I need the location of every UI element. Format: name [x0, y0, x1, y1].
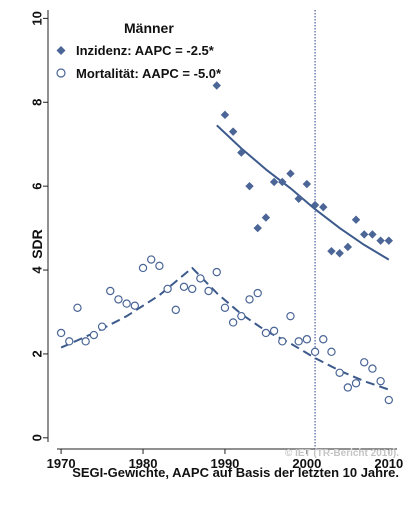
point-inzidenz-1989: [212, 81, 221, 90]
point-mortalitaet-2003: [327, 347, 336, 357]
x-tick-label-1990: 1990: [210, 456, 239, 471]
legend-marker-inzidenz: [56, 46, 66, 55]
y-tick-label-8: 8: [30, 99, 45, 106]
point-mortalitaet-1978: [122, 299, 131, 308]
point-inzidenz-2008: [368, 230, 377, 239]
point-mortalitaet-1993: [245, 295, 254, 304]
legend-label-inzidenz: Inzidenz: AAPC = -2.5*: [76, 43, 215, 58]
point-mortalitaet-2006: [351, 379, 361, 388]
y-tick-label-2: 2: [30, 350, 45, 357]
point-inzidenz-2005: [343, 242, 353, 252]
point-inzidenz-2010: [384, 236, 394, 245]
point-mortalitaet-1994: [253, 288, 262, 298]
point-mortalitaet-2010: [384, 395, 394, 405]
point-mortalitaet-2009: [376, 376, 385, 386]
point-inzidenz-2002: [319, 202, 328, 212]
y-axis: 0 2 4 6 8 10: [30, 10, 49, 442]
point-inzidenz-1992: [237, 148, 246, 157]
point-inzidenz-1995: [261, 213, 271, 222]
legend-marker-mortalitaet: [56, 68, 66, 78]
point-inzidenz-1990: [220, 110, 230, 120]
point-mortalitaet-1975: [97, 322, 107, 331]
legend-title: Männer: [124, 20, 174, 36]
y-tick-label-0: 0: [30, 434, 45, 441]
point-inzidenz-2003: [327, 246, 336, 256]
x-tick-label-1980: 1980: [129, 456, 158, 471]
point-mortalitaet-2001: [310, 347, 320, 357]
trend-line-inzidenz: [216, 124, 390, 261]
y-tick-label-4: 4: [30, 266, 45, 274]
point-inzidenz-2001: [310, 200, 320, 210]
point-mortalitaet-1985: [179, 282, 189, 292]
point-mortalitaet-1989: [212, 267, 221, 277]
point-mortalitaet-1992: [237, 311, 246, 321]
point-mortalitaet-1995: [261, 328, 271, 338]
point-mortalitaet-1996: [269, 326, 279, 336]
point-mortalitaet-1982: [155, 261, 164, 271]
point-mortalitaet-1983: [163, 284, 172, 294]
point-inzidenz-1993: [245, 181, 254, 191]
point-mortalitaet-1986: [187, 284, 197, 294]
point-mortalitaet-1997: [278, 337, 287, 346]
point-inzidenz-2004: [335, 249, 344, 258]
point-mortalitaet-1979: [130, 301, 140, 310]
point-mortalitaet-2004: [335, 368, 344, 377]
point-mortalitaet-1976: [106, 286, 115, 296]
point-inzidenz-1998: [286, 169, 295, 178]
point-mortalitaet-1991: [228, 318, 238, 327]
point-inzidenz-2006: [351, 215, 361, 224]
y-axis-title: SDR: [29, 229, 45, 259]
point-mortalitaet-1984: [171, 305, 180, 315]
point-mortalitaet-2000: [302, 335, 312, 344]
point-mortalitaet-1973: [81, 337, 90, 346]
point-inzidenz-2000: [302, 179, 312, 189]
point-inzidenz-1996: [269, 177, 279, 187]
footnote-text: SEGI-Gewichte, AAPC auf Basis der letzte…: [72, 465, 399, 480]
y-tick-label-10: 10: [30, 11, 45, 25]
point-mortalitaet-1999: [294, 337, 303, 346]
point-inzidenz-1999: [294, 194, 303, 203]
point-mortalitaet-1998: [286, 311, 295, 321]
point-mortalitaet-1981: [147, 255, 156, 264]
credit-text: © IET (TR-Bericht 2010).: [285, 448, 399, 459]
x-tick-label-1970: 1970: [47, 456, 76, 471]
point-inzidenz-2007: [360, 230, 369, 239]
point-mortalitaet-1987: [196, 274, 205, 283]
point-inzidenz-1991: [228, 127, 238, 136]
point-mortalitaet-2002: [319, 335, 328, 344]
y-tick-label-6: 6: [30, 183, 45, 190]
point-mortalitaet-1977: [114, 295, 123, 304]
trend-line-mortalitaet: [60, 266, 390, 391]
data-points: [56, 81, 394, 405]
point-mortalitaet-2007: [360, 358, 369, 367]
x-axis: 1970 1980 1990 2000 2010: [47, 448, 403, 471]
point-mortalitaet-1990: [220, 303, 230, 312]
point-mortalitaet-1980: [138, 263, 148, 273]
point-mortalitaet-1970: [56, 328, 66, 338]
point-mortalitaet-1974: [89, 330, 99, 340]
x-tick-label-2010: 2010: [374, 456, 403, 471]
point-inzidenz-2009: [376, 236, 385, 245]
point-inzidenz-1997: [278, 177, 287, 187]
point-mortalitaet-2008: [368, 364, 377, 373]
point-mortalitaet-1988: [204, 286, 213, 296]
point-mortalitaet-2005: [343, 383, 353, 392]
legend-label-mortalitaet: Mortalität: AAPC = -5.0*: [76, 66, 222, 81]
legend: Männer Inzidenz: AAPC = -2.5* Mortalität…: [56, 20, 222, 81]
x-tick-label-2000: 2000: [292, 456, 321, 471]
point-mortalitaet-1972: [73, 303, 82, 312]
point-inzidenz-1994: [253, 223, 262, 233]
point-mortalitaet-1971: [65, 337, 74, 346]
